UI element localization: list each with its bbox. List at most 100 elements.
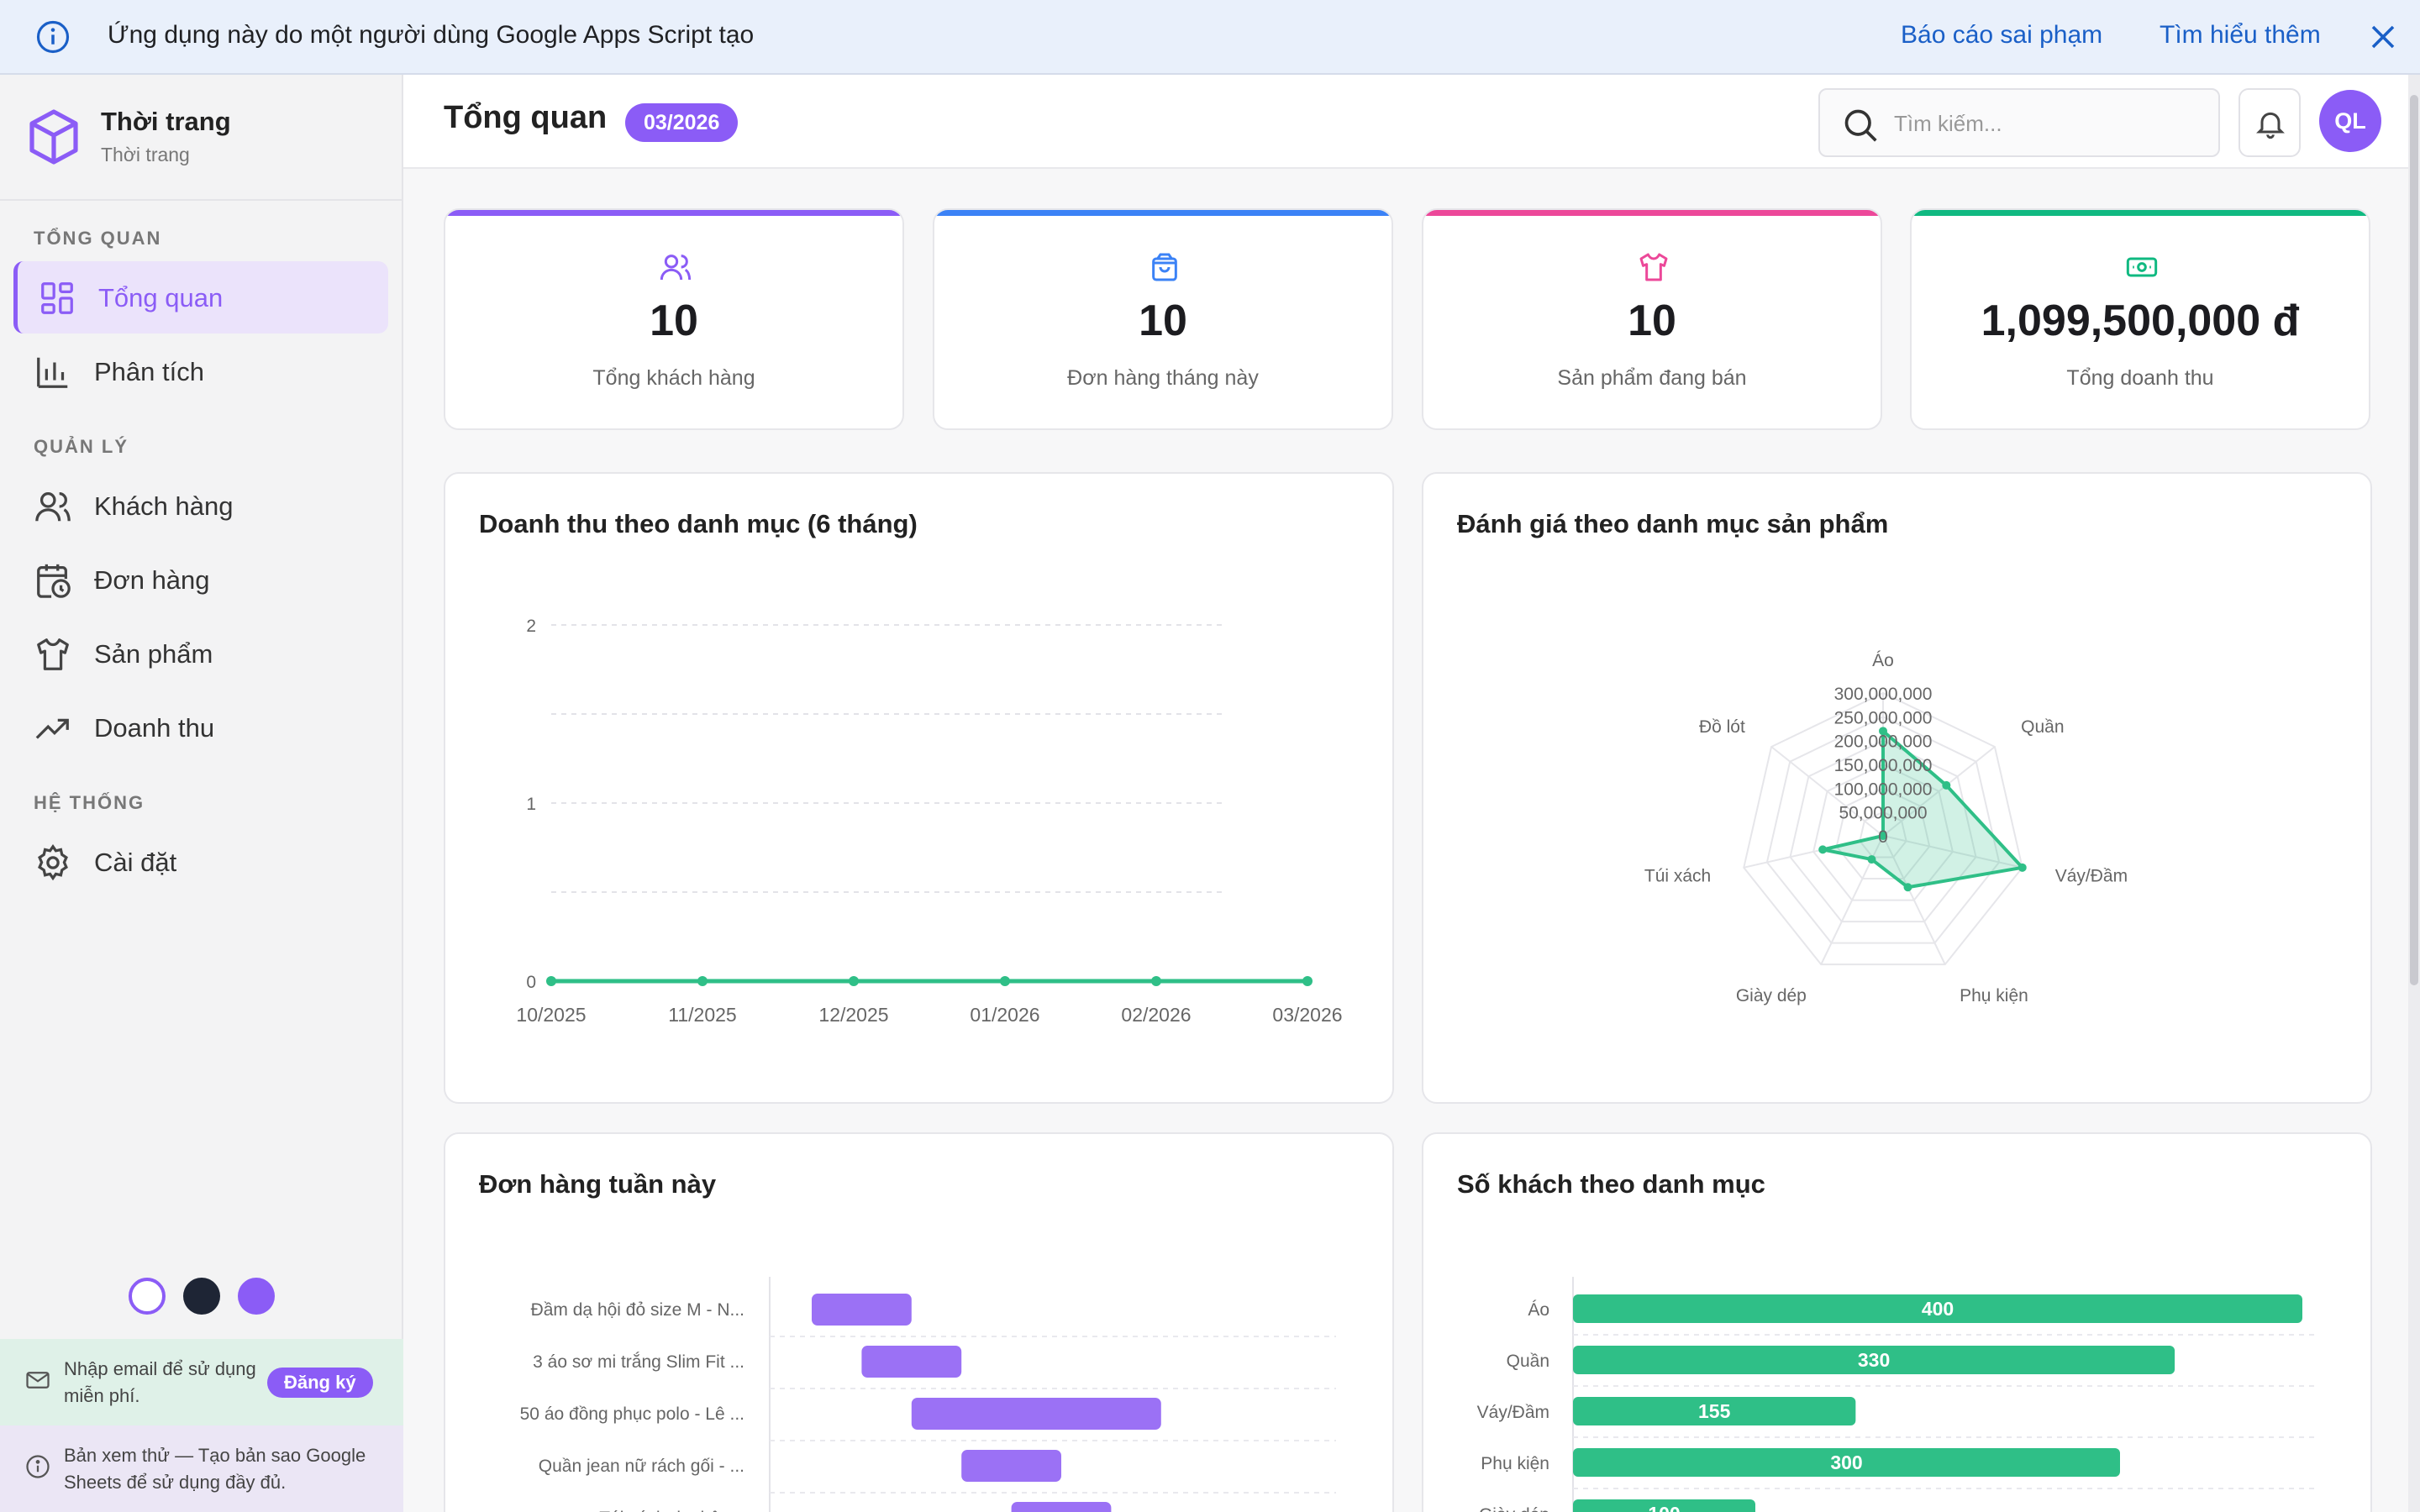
cube-logo-icon (29, 109, 78, 165)
search-box[interactable] (1818, 88, 2220, 157)
signup-button[interactable]: Đăng ký (267, 1368, 373, 1398)
category-label: Quần (1507, 1352, 1549, 1371)
customers-by-category-card: Số khách theo danh mục Áo 400 Quần 330 Váy/Đ… (1422, 1132, 2372, 1512)
chart-title: Số khách theo danh mục (1457, 1169, 1765, 1199)
info-icon (36, 20, 70, 54)
x-tick-label: 03/2026 (1272, 1004, 1342, 1026)
sidebar-item-settings[interactable]: Cài đặt (13, 826, 388, 898)
data-point (1000, 976, 1010, 986)
shirt-icon (1639, 253, 1668, 281)
sidebar-item-revenue[interactable]: Doanh thu (13, 691, 388, 764)
dashboard-grid-icon (41, 282, 73, 314)
users-icon (35, 492, 71, 522)
order-bar (812, 1294, 912, 1326)
stat-card-customers: 10 Tổng khách hàng (444, 208, 904, 430)
revenue-line-chart: 0 1 2 10/2025 11/2025 12/2025 01/2026 02/2026 03… (516, 617, 1342, 1026)
stat-value: 1,099,500,000 đ (1981, 297, 2300, 345)
info-banner: Ứng dụng này do một người dùng Google Ap… (0, 0, 2420, 75)
category-label: Phụ kiện (1960, 986, 2028, 1005)
report-abuse-link[interactable]: Báo cáo sai phạm (1901, 21, 2103, 49)
scrollbar-thumb[interactable] (2410, 95, 2418, 985)
notifications-button[interactable] (2238, 88, 2301, 157)
bar-value-label: 400 (1922, 1298, 1954, 1320)
x-tick-label: 11/2025 (668, 1004, 736, 1026)
y-tick-label: 1 (526, 795, 536, 814)
section-title-system: HỆ THỐNG (34, 792, 145, 813)
category-label: Túi xách (1644, 867, 1711, 886)
avatar[interactable]: QL (2319, 90, 2381, 152)
category-label: 3 áo sơ mi trắng Slim Fit ... (533, 1352, 744, 1372)
customer-bar (1573, 1294, 2302, 1323)
learn-more-link[interactable]: Tìm hiểu thêm (2160, 21, 2321, 49)
category-label: Váy/Đầm (2055, 867, 2128, 886)
banner-text: Ứng dụng này do một người dùng Google Ap… (108, 21, 755, 49)
radar-series-area (1822, 727, 2026, 890)
preview-text: Bản xem thử — Tạo bản sao Google Sheets … (64, 1445, 366, 1493)
radial-tick-label: 150,000,000 (1834, 756, 1933, 775)
sidebar-item-customers[interactable]: Khách hàng (13, 470, 388, 542)
sidebar-item-analytics[interactable]: Phân tích (13, 335, 388, 407)
radial-tick-label: 300,000,000 (1834, 685, 1933, 704)
card-accent (445, 210, 902, 216)
radial-tick-label: 0 (1878, 827, 1888, 847)
radial-tick-label: 100,000,000 (1834, 780, 1933, 799)
radar-ring (1743, 691, 2023, 966)
customers-bar-chart: Áo 400 Quần 330 Váy/Đầm 155 Phụ kiện 300 Giày dé… (1477, 1277, 2314, 1512)
sidebar-item-overview[interactable]: Tổng quan (13, 261, 388, 333)
sidebar-item-orders[interactable]: Đơn hàng (13, 543, 388, 616)
theme-purple-option[interactable] (238, 1278, 275, 1315)
data-point (1867, 855, 1876, 864)
category-label: Phụ kiện (1481, 1454, 1549, 1473)
page-header: Tổng quan 03/2026 QL (403, 75, 2420, 169)
category-label: Giày dép (1479, 1505, 1549, 1512)
stat-label: Tổng doanh thu (2066, 366, 2214, 390)
x-tick-label: 10/2025 (516, 1004, 586, 1026)
cash-icon (2126, 257, 2158, 277)
radar-ring (1789, 739, 1977, 923)
sidebar-item-label: Sản phẩm (94, 639, 213, 669)
radar-ring (1812, 763, 1954, 901)
search-input[interactable] (1894, 105, 2196, 142)
info-icon (26, 1455, 50, 1478)
theme-light-option[interactable] (129, 1278, 166, 1315)
sidebar-item-label: Đơn hàng (94, 565, 210, 595)
brand: Thời trang Thời trang (0, 75, 403, 201)
chart-title: Đánh giá theo danh mục sản phẩm (1457, 509, 1889, 538)
shopping-bag-icon (1152, 253, 1177, 281)
section-title-management: QUẢN LÝ (34, 436, 129, 457)
page-scrollbar[interactable] (2408, 75, 2420, 1512)
data-point (697, 976, 708, 986)
data-point (849, 976, 859, 986)
category-label: 50 áo đồng phục polo - Lê ... (520, 1404, 744, 1424)
y-tick-label: 0 (526, 973, 536, 992)
bell-icon (2256, 112, 2285, 139)
rating-radar-chart: 0 50,000,000 100,000,000 150,000,000 200,000… (1644, 651, 2128, 1005)
preview-notice: Bản xem thử — Tạo bản sao Google Sheets … (0, 1425, 403, 1512)
close-icon[interactable] (2368, 22, 2398, 52)
sidebar-item-label: Cài đặt (94, 848, 177, 877)
card-accent (1912, 210, 2369, 216)
customer-bar (1573, 1499, 1755, 1512)
bar-value-label: 100 (1648, 1503, 1680, 1512)
customer-bar (1573, 1346, 2175, 1374)
theme-dark-option[interactable] (183, 1278, 220, 1315)
category-label: Đồ lót (1699, 717, 1745, 737)
order-bar (961, 1450, 1061, 1482)
radar-ring (1835, 787, 1931, 880)
category-label: Quần (2021, 717, 2064, 737)
customer-bar (1573, 1448, 2120, 1477)
card-accent (1423, 210, 1881, 216)
sidebar-item-products[interactable]: Sản phẩm (13, 617, 388, 690)
y-tick-label: 2 (526, 617, 536, 636)
data-point (1879, 727, 1887, 736)
sidebar-item-label: Khách hàng (94, 491, 234, 521)
radar-ring (1765, 716, 2001, 944)
stat-value: 10 (1628, 297, 1676, 345)
category-label: Váy/Đầm (1477, 1403, 1549, 1422)
radar-spoke (1882, 835, 2023, 869)
order-bar (1011, 1502, 1112, 1512)
trending-up-icon (35, 718, 69, 739)
sidebar-item-label: Tổng quan (98, 283, 224, 312)
data-point (1903, 883, 1912, 892)
radar-spoke (1882, 835, 1946, 965)
